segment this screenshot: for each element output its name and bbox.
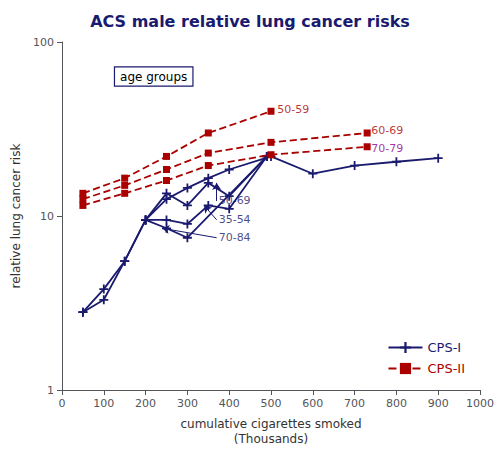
svg-text:200: 200 — [135, 397, 156, 410]
svg-text:1000: 1000 — [466, 397, 494, 410]
svg-text:100: 100 — [33, 36, 54, 49]
svg-text:50-69: 50-69 — [219, 194, 251, 207]
svg-text:60-69: 60-69 — [371, 124, 403, 137]
svg-text:70-79: 70-79 — [371, 142, 403, 155]
svg-text:70-84: 70-84 — [219, 231, 251, 244]
svg-text:600: 600 — [302, 397, 323, 410]
svg-text:(Thousands): (Thousands) — [234, 432, 308, 446]
svg-text:500: 500 — [261, 397, 282, 410]
svg-text:700: 700 — [344, 397, 365, 410]
svg-text:35-54: 35-54 — [219, 213, 251, 226]
svg-text:relative lung cancer risk: relative lung cancer risk — [9, 144, 23, 289]
svg-text:1: 1 — [47, 384, 54, 397]
svg-text:100: 100 — [93, 397, 114, 410]
svg-text:ACS male relative lung cancer: ACS male relative lung cancer risks — [90, 12, 410, 31]
svg-text:CPS-II: CPS-II — [427, 361, 465, 376]
svg-text:0: 0 — [59, 397, 66, 410]
svg-text:cumulative cigarettes smoked: cumulative cigarettes smoked — [180, 417, 361, 431]
svg-text:age groups: age groups — [120, 70, 187, 84]
svg-text:50-59: 50-59 — [277, 103, 309, 116]
svg-text:300: 300 — [177, 397, 198, 410]
svg-text:400: 400 — [219, 397, 240, 410]
svg-text:10: 10 — [40, 210, 54, 223]
svg-text:800: 800 — [386, 397, 407, 410]
svg-text:900: 900 — [428, 397, 449, 410]
svg-text:CPS-I: CPS-I — [427, 340, 461, 355]
